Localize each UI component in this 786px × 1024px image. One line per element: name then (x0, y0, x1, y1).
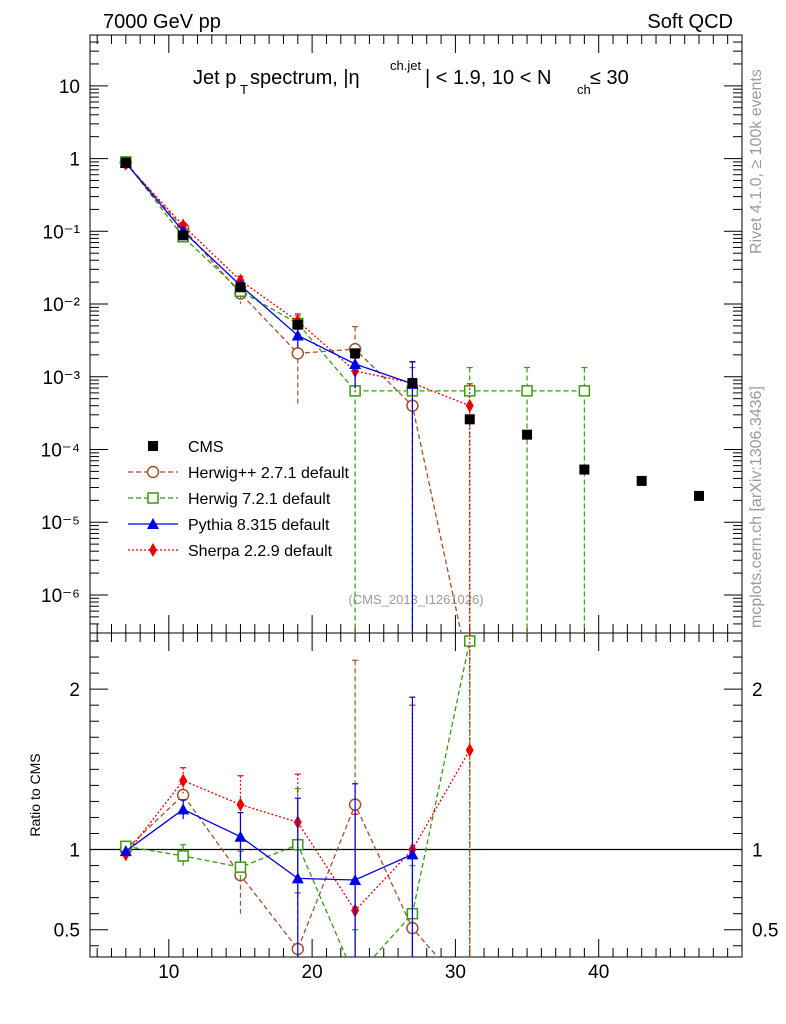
main-line-pythia (125, 162, 413, 385)
ratio-panel-frame (89, 632, 743, 958)
ratio-point-herwig7 (463, 635, 476, 647)
ratio-line-pythia (125, 808, 413, 881)
main-point-pythia (349, 357, 362, 369)
ratio-panel-axes: 2 2 1 1 0.5 0.5 10 20 30 40 (54, 633, 778, 983)
ratio-y-tick-label-left: 0.5 (54, 921, 80, 942)
main-y-tick-label: 10⁻⁶ (41, 586, 80, 607)
main-point-cms (579, 464, 590, 475)
main-point-herwigpp (291, 347, 305, 360)
x-tick-label: 20 (302, 962, 323, 983)
main-y-tick-label: 10⁻¹ (43, 222, 81, 243)
title-part-prefix: Jet p (193, 67, 236, 89)
ratio-point-pythia (291, 872, 304, 884)
ratio-y-tick-label-right: 1 (752, 841, 763, 862)
legend-label-herwigpp: Herwig++ 2.7.1 default (188, 465, 350, 482)
legend-marker-herwig7 (147, 492, 159, 504)
x-tick-label: 30 (445, 962, 466, 983)
legend-marker-sherpa (149, 543, 157, 557)
ratio-point-herwig7 (350, 973, 360, 983)
main-y-tick-label: 10 (59, 77, 80, 98)
x-tick-label: 10 (158, 962, 179, 983)
main-y-tick-label: 1 (69, 150, 80, 171)
title-part-mid2: | < 1.9, 10 < N (425, 67, 551, 89)
ratio-point-sherpa (465, 743, 474, 758)
ratio-y-axis-label: Ratio to CMS (27, 753, 43, 836)
legend-label-pythia: Pythia 8.315 default (188, 517, 330, 534)
legend-marker-herwigpp (146, 465, 160, 479)
ratio-y-tick-label-left: 2 (69, 680, 80, 701)
main-point-cms (694, 490, 705, 501)
ratio-point-herwig7 (177, 850, 189, 862)
main-panel-axes: 10 1 10⁻¹ 10⁻² 10⁻³ 10⁻⁴ 10⁻⁵ 10⁻⁶ (41, 34, 742, 634)
legend-marker-pythia (147, 518, 159, 529)
rivet-version-label: Rivet 4.1.0, ≥ 100k events (748, 69, 765, 254)
title-eta-superscript: ch.jet (390, 58, 421, 73)
legend: CMS Herwig++ 2.7.1 default Herwig 7.2.1 de… (128, 439, 350, 560)
main-point-cms (178, 230, 189, 241)
main-panel-data (119, 156, 705, 633)
x-tick-label: 40 (588, 962, 609, 983)
main-series-herwig7 (120, 156, 591, 633)
ratio-point-pythia (406, 848, 419, 860)
main-point-cms (235, 282, 246, 293)
ratio-y-tick-label-right: 0.5 (752, 921, 778, 942)
ratio-point-pythia (349, 874, 362, 886)
title-nch-subscript: ch (577, 82, 591, 97)
main-point-cms (292, 319, 303, 330)
main-y-tick-label: 10⁻² (43, 295, 81, 316)
ratio-point-herwig7 (234, 861, 247, 873)
title-pt-subscript: T (240, 82, 248, 97)
legend-label-sherpa: Sherpa 2.2.9 default (188, 543, 333, 560)
main-point-cms (522, 429, 533, 440)
analysis-watermark: (CMS_2013_I1261026) (348, 592, 483, 607)
main-point-cms (120, 157, 131, 168)
ratio-point-sherpa (236, 797, 245, 812)
main-y-tick-label: 10⁻⁴ (41, 441, 80, 462)
ratio-point-herwigpp (464, 988, 475, 999)
energy-label: 7000 GeV pp (103, 11, 221, 33)
main-point-herwig7 (578, 385, 591, 397)
main-point-pythia (291, 329, 304, 341)
plot-title: Jet p T spectrum, |η ch.jet | < 1.9, 10 … (193, 58, 629, 97)
ratio-point-pythia (234, 830, 247, 842)
main-point-sherpa (465, 398, 474, 413)
main-point-herwig7 (521, 385, 533, 397)
ratio-point-sherpa (179, 773, 188, 788)
main-line-herwig7 (125, 161, 585, 392)
title-part-mid1: spectrum, |η (250, 67, 360, 89)
ratio-panel-data (90, 633, 742, 999)
ratio-series-pythia (119, 696, 419, 957)
mcplots-credit-label: mcplots.cern.ch [arXiv:1306.3436] (748, 386, 765, 628)
main-point-herwig7 (463, 385, 476, 397)
process-label: Soft QCD (647, 11, 733, 33)
main-y-tick-label: 10⁻³ (43, 368, 81, 389)
main-point-cms (636, 475, 647, 486)
ratio-y-tick-label-left: 1 (69, 841, 80, 862)
legend-label-cms: CMS (188, 439, 224, 456)
ratio-point-pythia (119, 845, 132, 857)
main-point-cms (407, 378, 418, 389)
legend-label-herwig7: Herwig 7.2.1 default (188, 491, 331, 508)
main-point-cms (464, 414, 475, 425)
ratio-point-herwigpp (176, 788, 190, 802)
legend-marker-cms (148, 441, 158, 451)
title-part-suffix: ≤ 30 (590, 67, 629, 89)
ratio-point-pythia (177, 803, 190, 815)
main-y-tick-label: 10⁻⁵ (41, 513, 80, 534)
main-point-cms (350, 348, 361, 359)
main-series-cms (120, 157, 705, 501)
ratio-y-tick-label-right: 2 (752, 680, 763, 701)
